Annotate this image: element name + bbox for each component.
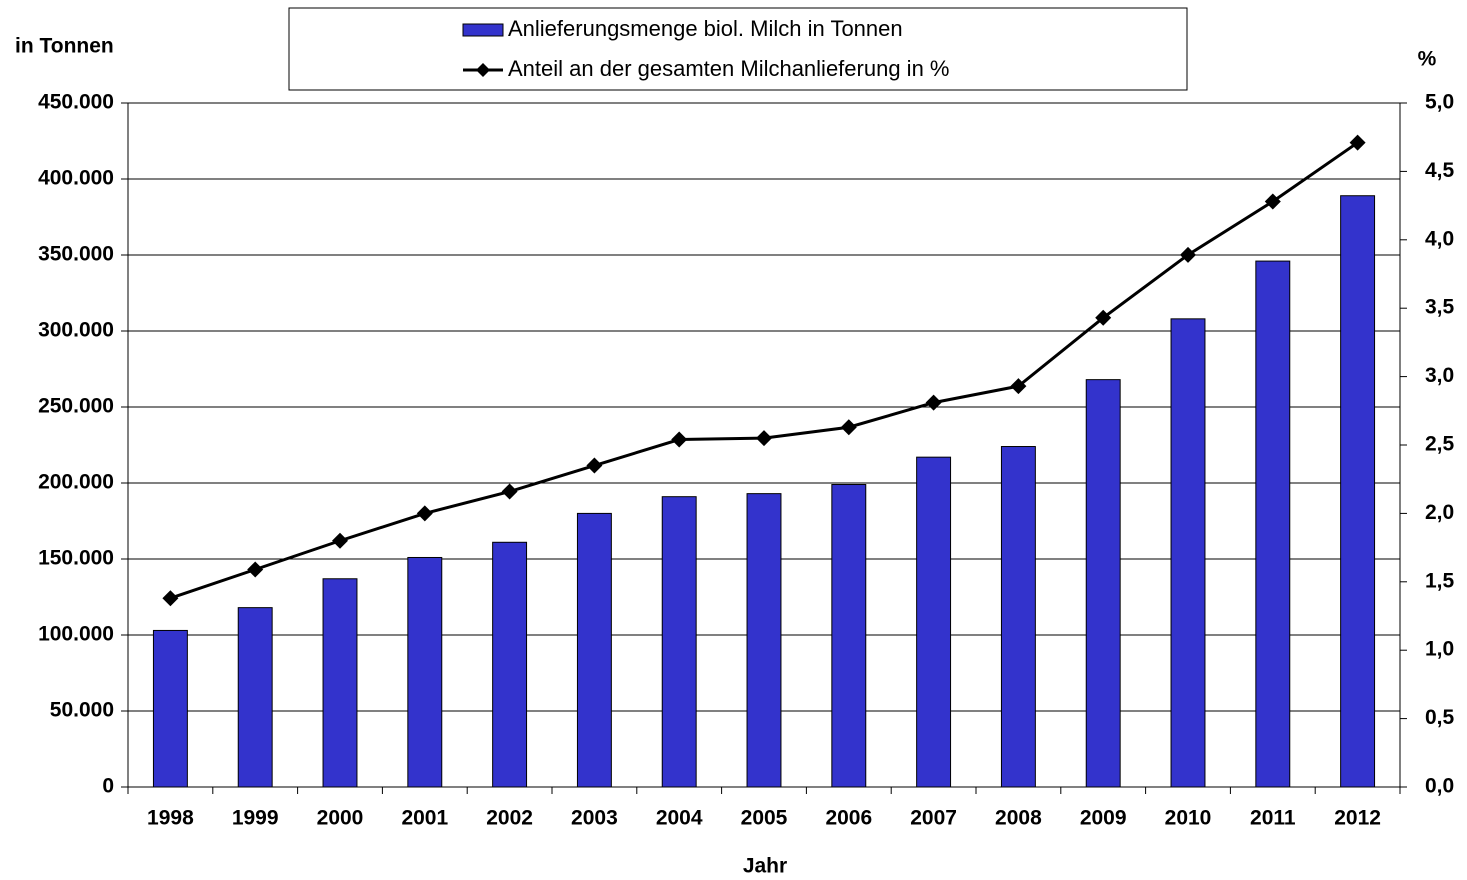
y-axis-title: in Tonnen [15,35,114,58]
x-tick-label: 2011 [1250,807,1296,830]
marker [671,431,688,448]
legend-label: Anteil an der gesamten Milchanlieferung … [508,56,949,81]
legend-label: Anlieferungsmenge biol. Milch in Tonnen [508,16,903,41]
marker [925,394,942,411]
x-tick-label: 1998 [147,807,194,830]
bar [831,484,867,788]
bar [1255,260,1291,788]
x-tick-label: 1999 [232,807,279,830]
marker [1180,246,1196,263]
marker [756,430,772,447]
y2-tick-label: 2,0 [1425,501,1454,524]
y2-tick-label: 3,5 [1425,296,1455,319]
x-tick-label: 2004 [656,807,703,830]
legend-swatch [462,23,504,37]
bar [407,556,443,788]
bar [916,456,952,788]
bar [237,607,273,788]
x-tick-label: 2001 [401,807,448,830]
y2-tick-label: 2,5 [1425,433,1455,456]
legend-marker [476,63,490,77]
marker [1349,134,1366,151]
bar [322,578,358,788]
x-tick-label: 2005 [741,807,788,830]
y2-tick-label: 1,0 [1425,638,1454,661]
x-tick-label: 2012 [1334,807,1381,830]
y2-tick-label: 0,0 [1425,775,1454,798]
y2-axis-title: % [1418,48,1437,71]
bar [576,512,612,788]
marker [840,419,857,436]
bar [492,541,528,788]
y-tick-label: 150.000 [38,547,114,570]
y-tick-label: 350.000 [38,243,114,266]
x-tick-label: 2003 [571,807,618,830]
y2-tick-label: 4,5 [1425,159,1455,182]
x-tick-label: 2002 [486,807,533,830]
y2-tick-label: 3,0 [1425,364,1454,387]
y-tick-label: 200.000 [38,471,114,494]
x-tick-label: 2006 [825,807,872,830]
y2-tick-label: 5,0 [1425,91,1454,114]
y-tick-label: 400.000 [38,167,114,190]
bar [661,496,697,788]
marker [332,532,348,549]
y-tick-label: 0 [102,775,114,798]
marker [586,457,603,474]
y2-tick-label: 4,0 [1425,227,1454,250]
bar [1085,379,1121,788]
x-tick-label: 2008 [995,807,1042,830]
y-tick-label: 250.000 [38,395,114,418]
marker [416,505,433,522]
bar [152,629,188,788]
bar [1170,318,1206,788]
legend-box [288,7,1188,91]
y2-tick-label: 0,5 [1425,706,1455,729]
marker [1010,378,1027,395]
marker [1095,309,1112,326]
marker [501,483,518,500]
bar [746,493,782,788]
bar [1000,446,1036,788]
marker [1264,193,1281,210]
y-tick-label: 100.000 [38,623,114,646]
y-tick-label: 300.000 [38,319,114,342]
y2-tick-label: 1,5 [1425,569,1455,592]
x-axis-title: Jahr [743,855,787,878]
x-tick-label: 2010 [1165,807,1212,830]
y-tick-label: 50.000 [50,699,114,722]
marker [247,561,264,578]
x-tick-label: 2007 [910,807,957,830]
x-tick-label: 2009 [1080,807,1127,830]
y-tick-label: 450.000 [38,91,114,114]
x-tick-label: 2000 [317,807,364,830]
bar [1340,195,1376,788]
marker [162,590,179,607]
